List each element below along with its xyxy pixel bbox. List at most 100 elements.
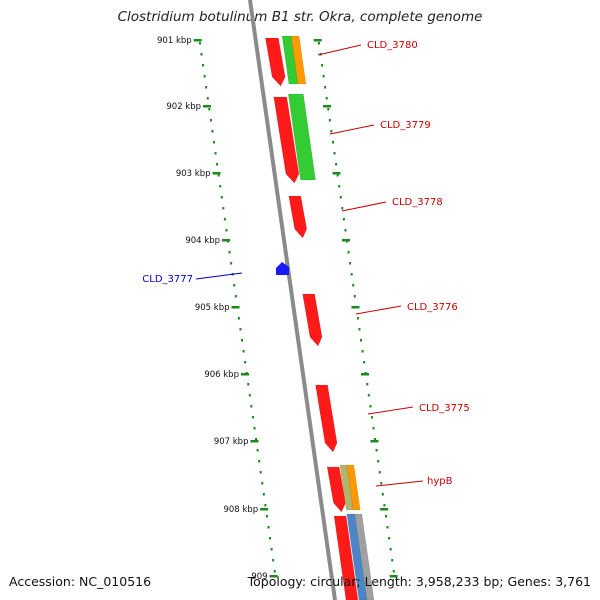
- gene-subfeature-green[interactable]: [287, 93, 316, 181]
- tick-mark-right: [351, 306, 360, 309]
- scale-dot: [244, 361, 247, 364]
- genome-backbone: [248, 0, 337, 600]
- tick-mark-left: [193, 39, 202, 42]
- scale-dot: [377, 460, 380, 463]
- tick-mark-right: [323, 105, 332, 108]
- gene-arrow-cld3775[interactable]: [315, 384, 338, 453]
- scale-dot: [374, 438, 377, 441]
- label-leader-line: [195, 272, 243, 280]
- scale-dot: [216, 163, 219, 166]
- scale-dot: [370, 416, 373, 419]
- scale-dot: [335, 163, 338, 166]
- gene-arrow-cld3779[interactable]: [273, 96, 300, 184]
- gene-features[interactable]: [265, 35, 375, 600]
- scale-dot: [384, 515, 387, 518]
- scale-dot: [256, 449, 259, 452]
- tick-mark-right: [332, 172, 341, 175]
- scale-dot: [349, 262, 352, 265]
- scale-dot: [352, 284, 355, 287]
- scale-dot: [391, 559, 394, 562]
- tick-mark-left: [231, 306, 240, 309]
- scale-dot: [198, 42, 201, 45]
- scale-dot: [324, 86, 327, 89]
- scale-dot: [234, 295, 237, 298]
- tick-mark-left: [269, 575, 278, 578]
- scale-track-left: [198, 42, 276, 573]
- scale-dot: [392, 570, 395, 573]
- tick-label: 904 kbp: [185, 236, 220, 246]
- scale-dot: [242, 350, 245, 353]
- scale-dot: [380, 482, 383, 485]
- scale-dot: [322, 75, 325, 78]
- gene-subfeature-orange[interactable]: [290, 35, 307, 85]
- scale-dot: [239, 328, 242, 331]
- gene-arrow-cld3780[interactable]: [265, 37, 286, 87]
- scale-dot: [230, 262, 233, 265]
- label-leader-line: [367, 406, 414, 415]
- label-leader-line: [341, 201, 387, 212]
- label-leader-line: [355, 305, 402, 315]
- scale-dot: [358, 328, 361, 331]
- gene-arrow-hypb[interactable]: [326, 466, 346, 513]
- gene-label-cld3777[interactable]: CLD_3777: [142, 274, 193, 285]
- gene-label-cld3780[interactable]: CLD_3780: [367, 40, 418, 51]
- scale-dot: [338, 185, 341, 188]
- scale-dot: [237, 317, 240, 320]
- scale-dot: [212, 141, 215, 144]
- gene-arrow-cld3777[interactable]: [276, 262, 289, 275]
- scale-dot: [367, 394, 370, 397]
- scale-dot: [381, 493, 384, 496]
- label-leader-line: [317, 44, 362, 56]
- scale-dot: [378, 471, 381, 474]
- scale-dot: [265, 515, 268, 518]
- gene-arrow-next[interactable]: [333, 515, 359, 600]
- scale-dot: [328, 119, 331, 122]
- gene-labels[interactable]: CLD_3780 CLD_3779 CLD_3778 CLD_3777 CLD_3776…: [142, 40, 469, 487]
- tick-label: 903 kbp: [176, 169, 211, 179]
- gene-subfeature-grey[interactable]: [354, 513, 375, 600]
- scale-dot: [273, 570, 276, 573]
- label-leader-line: [329, 124, 375, 135]
- scale-dot: [220, 196, 223, 199]
- scale-dot: [269, 537, 272, 540]
- gene-arrow-cld3778[interactable]: [288, 195, 308, 239]
- gene-subfeature-steel[interactable]: [346, 513, 368, 600]
- tick-mark-left: [212, 172, 221, 175]
- gene-label-hypb[interactable]: hypB: [427, 476, 453, 487]
- tick-mark-left: [260, 508, 269, 511]
- gene-label-cld3779[interactable]: CLD_3779: [380, 120, 431, 131]
- scale-dot: [267, 526, 270, 529]
- gene-label-cld3778[interactable]: CLD_3778: [392, 197, 443, 208]
- scale-dot: [200, 53, 203, 56]
- scale-dot: [341, 207, 344, 210]
- scale-dot: [272, 559, 275, 562]
- tick-label: 908 kbp: [223, 505, 258, 515]
- scale-dot: [388, 537, 391, 540]
- scale-dot: [214, 152, 217, 155]
- scale-dot: [360, 339, 363, 342]
- scale-dot: [331, 141, 334, 144]
- gene-arrow-cld3776[interactable]: [302, 293, 323, 347]
- scale-dot: [253, 427, 256, 430]
- tick-label: 905 kbp: [195, 303, 230, 313]
- map-title: Clostridium botulinum B1 str. Okra, comp…: [117, 9, 483, 25]
- scale-dot: [264, 504, 267, 507]
- scale-dot: [350, 273, 353, 276]
- scale-dot: [259, 471, 262, 474]
- scale-dot: [248, 394, 251, 397]
- scale-dot: [383, 504, 386, 507]
- tick-mark-left: [222, 239, 230, 242]
- scale-dot: [366, 383, 369, 386]
- gene-label-cld3776[interactable]: CLD_3776: [407, 302, 458, 313]
- scale-dot: [333, 152, 336, 155]
- scale-dot: [258, 460, 261, 463]
- scale-dot: [203, 75, 206, 78]
- tick-mark-right: [342, 239, 350, 242]
- gene-subfeature-orange[interactable]: [346, 464, 361, 511]
- tick-mark-right: [360, 373, 369, 376]
- gene-label-cld3775[interactable]: CLD_3775: [419, 403, 470, 414]
- scale-dot: [251, 416, 254, 419]
- tick-mark-left: [250, 440, 259, 443]
- scale-dot: [342, 218, 345, 221]
